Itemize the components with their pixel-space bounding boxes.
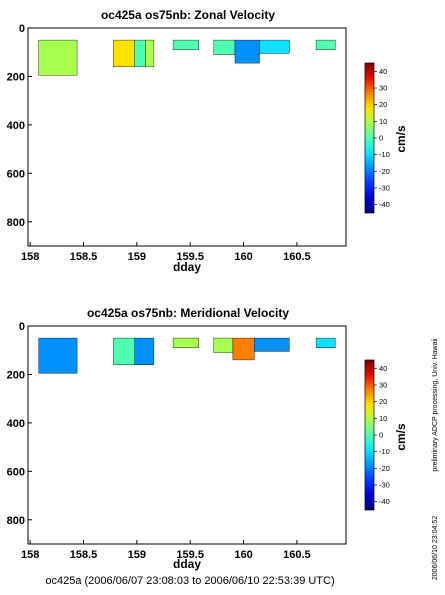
zonal-colorbar-gradient	[364, 62, 375, 214]
meridional-x-axis-label: dday	[173, 557, 201, 571]
meridional-colorbar-tick-label: -20	[379, 464, 390, 473]
zonal-velocity-cell-5	[213, 39, 236, 55]
zonal-y-tick-label: 600	[7, 168, 25, 180]
zonal-velocity-cell-6	[234, 39, 260, 64]
meridional-velocity-cell-7	[315, 337, 336, 349]
zonal-velocity-panel: oc425a os75nb: Zonal Velocity 158 158.5 15…	[7, 8, 408, 274]
meridional-colorbar-ticks: 40 30 20 10 0 -10 -20 -30 -40	[374, 364, 390, 506]
meridional-x-tick-label: 159.5	[176, 549, 204, 561]
zonal-y-tick-label: 200	[7, 71, 25, 83]
meridional-colorbar-tick-label: 10	[379, 414, 387, 423]
meridional-colorbar-tick-label: 20	[379, 397, 387, 406]
meridional-velocity-cell-5	[232, 337, 255, 361]
meridional-colorbar-tick-label: 0	[379, 431, 383, 440]
zonal-colorbar-tick-label: 20	[379, 100, 387, 109]
zonal-velocity-cell-4	[172, 39, 199, 50]
zonal-colorbar-tick-label: -10	[379, 150, 390, 159]
meridional-colorbar-tick-label: -40	[379, 497, 390, 506]
meridional-colorbar-tick-label: -10	[379, 447, 390, 456]
zonal-velocity-cell-8	[315, 39, 336, 50]
zonal-velocity-cell-2	[134, 39, 146, 67]
zonal-colorbar-tick-label: -20	[379, 167, 390, 176]
zonal-velocity-cell-3	[145, 39, 155, 67]
zonal-colorbar-tick-label: -40	[379, 200, 390, 209]
processing-timestamp: 2006/06/10 23:04:52	[432, 516, 439, 580]
zonal-y-tick-label: 400	[7, 120, 25, 132]
meridional-x-tick-label: 158.5	[70, 549, 98, 561]
meridional-velocity-cell-3	[172, 337, 199, 349]
meridional-y-tick-label: 0	[19, 321, 25, 333]
zonal-colorbar-tick-label: 0	[379, 134, 383, 143]
zonal-colorbar-ticks: 40 30 20 10 0 -10 -20 -30 -40	[374, 67, 390, 209]
zonal-x-axis-label: dday	[173, 260, 201, 274]
meridional-velocity-title: oc425a os75nb: Meridional Velocity	[87, 306, 289, 320]
zonal-velocity-cells	[38, 39, 336, 76]
meridional-colorbar: 40 30 20 10 0 -10 -20 -30 -40 cm/s	[364, 359, 408, 511]
zonal-colorbar-unit: cm/s	[394, 125, 408, 153]
zonal-colorbar-tick-label: 10	[379, 117, 387, 126]
meridional-colorbar-tick-label: -30	[379, 481, 390, 490]
zonal-y-tick-label: 0	[19, 23, 25, 35]
zonal-velocity-cell-0	[38, 39, 78, 76]
meridional-y-tick-label: 600	[7, 466, 25, 478]
meridional-velocity-cell-1	[113, 337, 135, 365]
zonal-x-tick-label: 160	[234, 251, 252, 263]
time-range-footer: oc425a (2006/06/07 23:08:03 to 2006/06/1…	[45, 575, 334, 587]
zonal-velocity-cell-7	[259, 39, 290, 54]
zonal-colorbar-tick-label: 40	[379, 67, 387, 76]
meridional-x-ticks: 158 158.5 159 159.5 160 160.5	[21, 540, 311, 561]
zonal-y-tick-label: 800	[7, 217, 25, 229]
meridional-x-tick-label: 158	[21, 549, 39, 561]
meridional-y-ticks: 0 200 400 600 800	[7, 321, 32, 527]
meridional-velocity-panel: oc425a os75nb: Meridional Velocity 158 15…	[7, 306, 408, 561]
meridional-y-tick-label: 200	[7, 369, 25, 381]
zonal-x-tick-label: 158	[21, 251, 39, 263]
meridional-velocity-cell-2	[134, 337, 155, 365]
zonal-x-ticks: 158 158.5 159 159.5 160 160.5	[21, 242, 311, 263]
meridional-velocity-cell-6	[253, 337, 290, 352]
meridional-colorbar-unit: cm/s	[394, 423, 408, 451]
zonal-colorbar: 40 30 20 10 0 -10 -20 -30 -40 cm/s	[364, 62, 408, 214]
zonal-x-tick-label: 159	[128, 251, 146, 263]
zonal-velocity-cell-1	[113, 39, 135, 67]
zonal-colorbar-tick-label: -30	[379, 184, 390, 193]
meridional-x-tick-label: 159	[128, 549, 146, 561]
meridional-colorbar-tick-label: 30	[379, 381, 387, 390]
zonal-plot-frame	[27, 27, 347, 247]
zonal-x-tick-label: 160.5	[283, 251, 311, 263]
meridional-x-tick-label: 160	[234, 549, 252, 561]
meridional-colorbar-tick-label: 40	[379, 364, 387, 373]
meridional-x-tick-label: 160.5	[283, 549, 311, 561]
meridional-plot-frame	[27, 325, 347, 545]
zonal-x-tick-label: 159.5	[176, 251, 204, 263]
meridional-velocity-cell-4	[213, 337, 234, 353]
meridional-y-tick-label: 800	[7, 515, 25, 527]
meridional-velocity-cell-0	[38, 337, 78, 374]
processing-note: preliminary ADCP processing, Univ. Hawai…	[432, 338, 439, 472]
meridional-velocity-cells	[38, 337, 336, 374]
zonal-y-ticks: 0 200 400 600 800	[7, 23, 32, 229]
zonal-velocity-title: oc425a os75nb: Zonal Velocity	[101, 8, 275, 22]
meridional-y-tick-label: 400	[7, 418, 25, 430]
meridional-colorbar-gradient	[364, 359, 375, 511]
zonal-x-tick-label: 158.5	[70, 251, 98, 263]
zonal-colorbar-tick-label: 30	[379, 84, 387, 93]
